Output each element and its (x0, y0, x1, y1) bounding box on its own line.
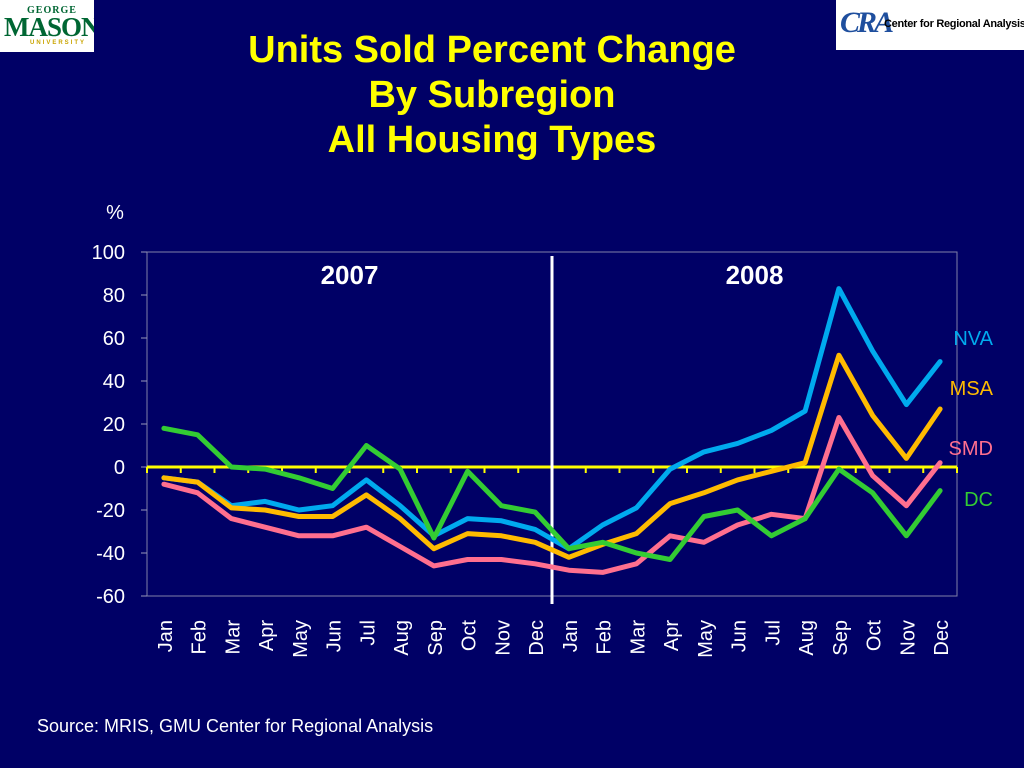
gmu-logo-main: MASON (4, 12, 94, 42)
x-tick-label: Feb (594, 620, 616, 654)
series-line-smd (161, 415, 943, 575)
title-line-2: By Subregion (368, 74, 616, 116)
x-tick-label: Jan (560, 620, 582, 652)
x-tick-label: Apr (256, 620, 278, 651)
y-tick-label: -60 (96, 586, 125, 608)
y-axis-label: % (106, 202, 124, 224)
y-tick-label: 80 (103, 285, 125, 307)
y-tick-label: 40 (103, 371, 125, 393)
series-line-nva (161, 286, 943, 552)
source-note: Source: MRIS, GMU Center for Regional An… (37, 716, 434, 736)
x-tick-label: Feb (189, 620, 211, 654)
series-line-msa (161, 352, 943, 560)
y-tick-label: 0 (114, 457, 125, 479)
gmu-logo-bottom: UNIVERSITY (30, 40, 87, 46)
x-tick-label: Apr (661, 620, 683, 651)
y-tick-label: -20 (96, 500, 125, 522)
series-label-msa: MSA (950, 378, 994, 400)
cra-logo-text: Center for Regional Analysis (884, 18, 1024, 30)
title-line-1: Units Sold Percent Change (248, 29, 736, 71)
x-tick-label: May (290, 620, 312, 658)
x-tick-label: May (695, 620, 717, 658)
x-tick-label: Jul (762, 620, 784, 646)
series-line-dc (161, 425, 943, 562)
series-label-nva: NVA (953, 328, 993, 350)
cra-logo: CRA Center for Regional Analysis (836, 0, 1024, 50)
x-tick-label: Dec (526, 620, 548, 656)
x-tick-label: Nov (897, 620, 919, 656)
x-tick-label: Oct (459, 620, 481, 652)
x-tick-label: Sep (830, 620, 852, 656)
year-label: 2007 (321, 260, 379, 290)
x-tick-label: Oct (864, 620, 886, 652)
x-tick-label: Jun (729, 620, 751, 652)
x-tick-label: Jul (357, 620, 379, 646)
x-tick-label: Mar (222, 620, 244, 655)
y-tick-label: 20 (103, 414, 125, 436)
x-tick-label: Aug (796, 620, 818, 656)
x-tick-label: Sep (425, 620, 447, 656)
y-tick-label: -40 (96, 543, 125, 565)
x-tick-label: Aug (391, 620, 413, 656)
x-tick-label: Jan (155, 620, 177, 652)
title-line-3: All Housing Types (327, 119, 657, 161)
series-label-dc: DC (964, 489, 993, 511)
x-tick-label: Dec (931, 620, 953, 656)
slide-title: Units Sold Percent Change By Subregion A… (150, 28, 834, 163)
x-tick-label: Nov (492, 620, 514, 656)
year-label: 2008 (726, 260, 784, 290)
x-tick-label: Mar (627, 620, 649, 655)
gmu-logo-top: GEORGE (27, 5, 77, 16)
x-tick-label: Jun (324, 620, 346, 652)
gmu-logo: GEORGE MASON UNIVERSITY (0, 0, 94, 52)
y-tick-label: 100 (92, 242, 125, 264)
cra-logo-mark: CRA (840, 6, 894, 39)
series-label-smd: SMD (949, 438, 993, 460)
y-tick-label: 60 (103, 328, 125, 350)
